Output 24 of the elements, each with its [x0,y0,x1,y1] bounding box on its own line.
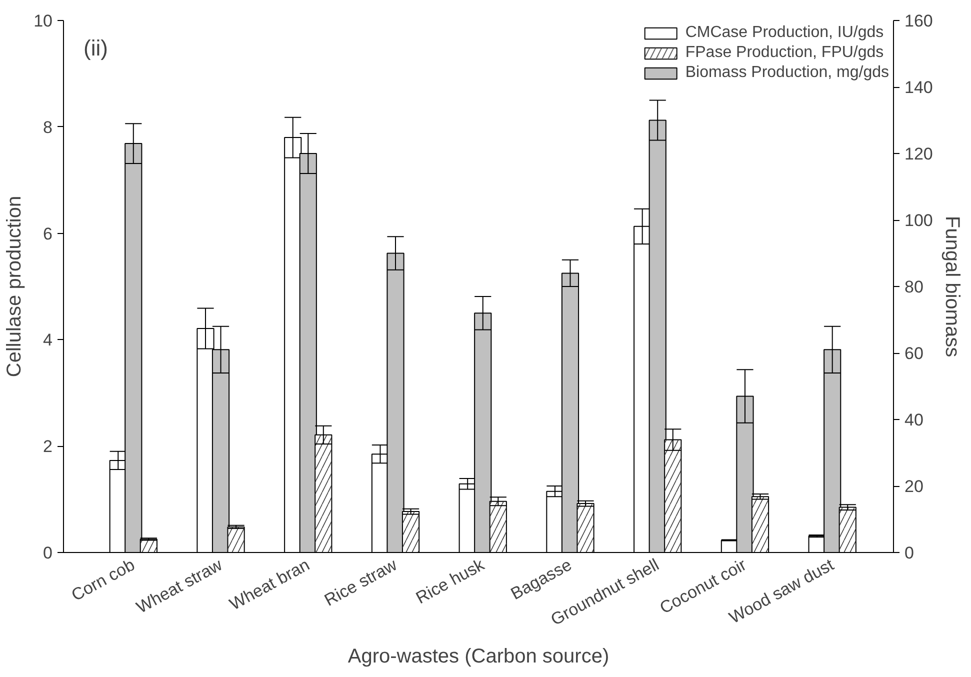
y2-tick-label: 120 [904,144,933,164]
y-tick-label: 0 [43,544,53,562]
y-tick-label: 2 [43,437,53,456]
y2-axis-title: Fungal biomass [940,216,963,358]
y2-tick-label: 160 [904,12,933,30]
x-tick-label: Rice straw [321,554,401,610]
y2-tick-label: 0 [904,544,914,562]
legend-label: FPase Production, FPU/gds [685,44,884,62]
legend-label: CMCase Production, IU/gds [685,24,884,42]
legend-label: Biomass Production, mg/gds [685,64,889,82]
y-axis-title: Cellulase production [4,196,26,378]
y2-tick-label: 140 [904,78,933,97]
y2-tick-label: 100 [904,211,933,230]
x-tick-label: Rice husk [412,554,488,608]
y-tick-label: 6 [43,224,53,244]
x-axis-title: Agro-wastes (Carbon source) [348,646,610,668]
y-tick-label: 8 [43,118,53,137]
y-tick-label: 4 [43,330,53,350]
y2-tick-label: 40 [904,410,924,430]
y2-tick-label: 20 [904,477,924,496]
y2-tick-label: 80 [904,278,924,296]
annotation: (ii) [84,36,108,60]
y2-tick-label: 60 [904,344,924,363]
y-tick-label: 10 [34,12,53,30]
